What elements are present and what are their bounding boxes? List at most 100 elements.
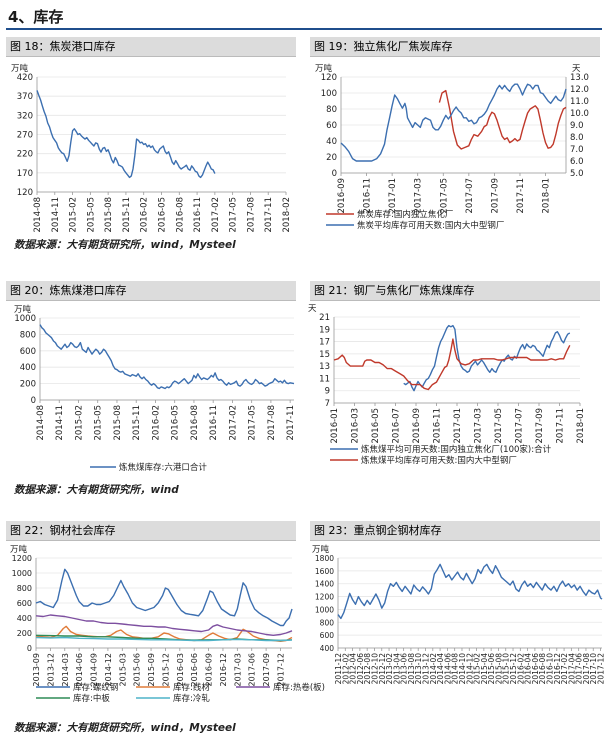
y-tick-label: 200	[17, 629, 32, 638]
y-tick-label: 600	[320, 631, 335, 640]
y-tick-label-right: 10.0	[570, 109, 589, 119]
x-tick-label: 2017-04	[567, 653, 576, 685]
x-tick-label: 2012-10	[370, 653, 379, 685]
x-tick-label: 2015-06	[487, 653, 496, 685]
x-tick-label: 2017-11	[286, 405, 296, 441]
y-axis-label: 万吨	[312, 544, 330, 555]
x-tick-label: 2017-02	[560, 653, 569, 685]
x-tick-label: 2016-09	[205, 653, 214, 686]
x-tick-label: 2014-12	[465, 653, 474, 685]
x-tick-label: 2017-08	[267, 405, 277, 441]
y-tick-label: 400	[320, 644, 335, 653]
x-tick-label: 2016-08	[538, 653, 547, 685]
legend-label: 库存:线材	[173, 682, 210, 693]
y-tick-label: 170	[17, 169, 33, 179]
chart-title: 图 22：钢材社会库存	[6, 521, 296, 541]
x-tick-label: 2013-04	[392, 653, 401, 685]
x-tick-label: 2013-10	[414, 653, 423, 685]
y-tick-label: 600	[20, 347, 36, 357]
series-line	[403, 324, 571, 392]
x-tick-label: 2017-05	[494, 408, 504, 444]
x-tick-label: 2015-09	[147, 653, 156, 686]
y-axis-label: 万吨	[11, 63, 29, 74]
y-axis-label: 天	[308, 304, 317, 314]
source-note: 数据来源：大有期货研究所，wind，Mysteel	[14, 239, 236, 251]
chart-fig23: 40060080010001200140016001800万吨2011-1220…	[312, 544, 606, 685]
x-tick-label: 2017-12	[597, 653, 606, 685]
section-title: 4、库存	[8, 8, 64, 26]
series-line	[35, 614, 293, 636]
x-tick-label: 2016-04	[524, 653, 533, 685]
x-tick-label: 2016-12	[553, 653, 562, 685]
y-tick-label-right: 9.0	[570, 121, 584, 131]
y-axis-label: 万吨	[14, 304, 32, 315]
x-tick-label: 2017-05	[229, 197, 239, 233]
y-tick-label: 7	[325, 399, 330, 409]
x-tick-label: 2016-11	[363, 178, 373, 214]
x-tick-label: 2016-09	[337, 178, 347, 214]
x-tick-label: 2013-08	[407, 653, 416, 685]
x-tick-label: 2016-11	[433, 408, 443, 444]
y-tick-label-right: 8.0	[570, 133, 584, 143]
x-tick-label: 2017-07	[515, 408, 525, 444]
series-line	[333, 338, 571, 391]
legend-label: 库存:螺纹钢	[73, 682, 118, 693]
chart-fig21: 7 9 11 13 15 17 19 21天 2016-01 2016-03 2016-05 2016…	[308, 304, 586, 466]
y-tick-label: 800	[17, 584, 32, 593]
x-tick-label: 2014-08	[33, 197, 43, 233]
x-tick-label: 2016-07	[392, 408, 402, 444]
x-tick-label: 2015-11	[132, 405, 142, 441]
chart-title: 图 20：炼焦煤港口库存	[6, 281, 296, 301]
y-tick-label: 600	[17, 599, 32, 608]
x-tick-label: 2017-03	[233, 653, 242, 686]
panel-fig20: 图 20：炼焦煤港口库存	[6, 281, 296, 301]
x-tick-label: 2016-08	[190, 405, 200, 441]
y-tick-label-right: 6.0	[570, 157, 584, 167]
x-tick-label: 2014-03	[61, 653, 70, 686]
panel-fig21: 图 21：钢厂与焦化厂炼焦煤库存	[310, 281, 600, 301]
legend-label: 炼焦煤平均库存可用天数:国内大中型钢厂	[361, 455, 517, 466]
legend-label: 炼焦煤库存:六港口合计	[119, 462, 207, 473]
x-tick-label: 2016-05	[158, 197, 168, 233]
y-tick-label-right: 11.0	[570, 97, 589, 107]
y-tick-label: 1000	[12, 569, 32, 578]
x-tick-label: 2014-02	[429, 653, 438, 685]
x-tick-label: 2013-02	[385, 653, 394, 685]
panel-fig22: 图 22：钢材社会库存	[6, 521, 296, 541]
y-tick-label: 800	[320, 618, 335, 627]
x-tick-label: 2015-08	[104, 197, 114, 233]
x-tick-label: 2017-08	[582, 653, 591, 685]
x-tick-label: 2017-12	[276, 653, 285, 686]
x-tick-label: 2014-06	[443, 653, 452, 685]
x-tick-label: 2013-12	[46, 653, 55, 686]
x-tick-label: 2016-08	[175, 197, 185, 233]
x-tick-label: 2017-01	[388, 178, 398, 214]
x-tick-label: 2014-09	[90, 653, 99, 686]
x-tick-label: 2016-02	[140, 197, 150, 233]
x-tick-label: 2017-09	[262, 653, 271, 686]
x-tick-label: 2014-11	[55, 405, 65, 441]
y-tick-label: 80	[326, 105, 337, 115]
source-note: 数据来源：大有期货研究所，wind，Mysteel	[14, 722, 236, 734]
x-tick-label: 2015-04	[480, 653, 489, 685]
x-tick-label: 2015-12	[509, 653, 518, 685]
series-line	[340, 83, 567, 162]
y-axis-label: 万吨	[10, 544, 28, 555]
x-tick-label: 2015-02	[69, 197, 79, 233]
y-tick-label: 40	[326, 137, 337, 147]
legend-label: 库存:热卷(板)	[273, 682, 325, 693]
chart-title: 图 19：独立焦化厂焦炭库存	[310, 37, 600, 57]
x-tick-label: 2017-06	[248, 653, 257, 686]
x-tick-label: 2016-03	[176, 653, 185, 686]
y-tick-label: 60	[326, 121, 337, 131]
y-tick-label-right: 5.0	[570, 169, 584, 179]
x-tick-label: 2011-12	[334, 653, 343, 685]
x-tick-label: 2014-11	[51, 197, 61, 233]
y-tick-label: 320	[17, 111, 33, 121]
y-tick-label: 800	[20, 330, 36, 340]
chart-title: 图 18：焦炭港口库存	[6, 37, 296, 57]
x-tick-label: 2013-06	[400, 653, 409, 685]
y-tick-label: 0	[27, 644, 32, 653]
y-tick-label: 100	[321, 89, 337, 99]
